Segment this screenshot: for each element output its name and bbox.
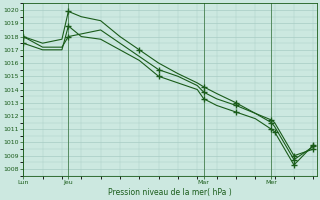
X-axis label: Pression niveau de la mer( hPa ): Pression niveau de la mer( hPa ) <box>108 188 232 197</box>
